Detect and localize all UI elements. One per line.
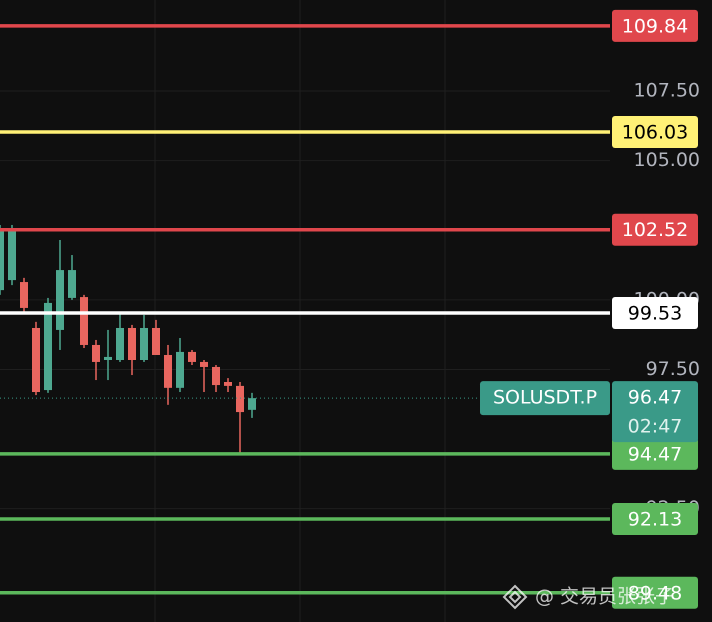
level-label-box (612, 213, 698, 246)
candle-body (44, 302, 52, 391)
price-box (612, 381, 698, 443)
candle-body (32, 327, 40, 393)
candle-body (236, 385, 244, 413)
level-label: 89.48 (628, 582, 682, 604)
level-label-box (612, 502, 698, 535)
price-label: 96.47 (628, 387, 682, 409)
symbol-label: SOLUSDT.P (493, 387, 597, 409)
candle-body (116, 327, 124, 361)
candle-body (200, 361, 208, 367)
candle-body (92, 344, 100, 362)
candle-body (164, 354, 172, 388)
level-label: 102.52 (622, 219, 688, 241)
level-label: 94.47 (628, 443, 682, 465)
level-label: 109.84 (622, 15, 688, 37)
candle-body (0, 229, 4, 291)
candle-body (140, 327, 148, 361)
candle-body (152, 327, 160, 355)
y-tick-label: 105.00 (634, 149, 700, 171)
candle-body (68, 270, 76, 298)
level-label-box (612, 576, 698, 609)
level-label: 99.53 (628, 302, 682, 324)
watermark-logo (502, 584, 528, 610)
level-label-box (612, 296, 698, 329)
candle-body (128, 327, 136, 361)
candle-body (188, 351, 196, 362)
candle-body (56, 270, 64, 330)
level-label: 106.03 (622, 121, 688, 143)
y-tick-label: 97.50 (646, 358, 700, 380)
symbol-box (480, 381, 610, 416)
candle-body (20, 282, 28, 308)
candle-body (80, 297, 88, 345)
level-label-box (612, 437, 698, 470)
level-label: 92.13 (628, 508, 682, 530)
watermark: @ 交易员张张子 (535, 586, 674, 608)
candle-body (224, 381, 232, 386)
candle-body (104, 356, 112, 361)
countdown-label: 02:47 (628, 416, 683, 438)
y-tick-label: 107.50 (634, 80, 700, 102)
candle-body (248, 398, 256, 410)
candle-body (8, 229, 16, 281)
candle-body (212, 366, 220, 386)
level-label-box (612, 115, 698, 148)
candle-body (176, 351, 184, 388)
level-label-box (612, 9, 698, 42)
